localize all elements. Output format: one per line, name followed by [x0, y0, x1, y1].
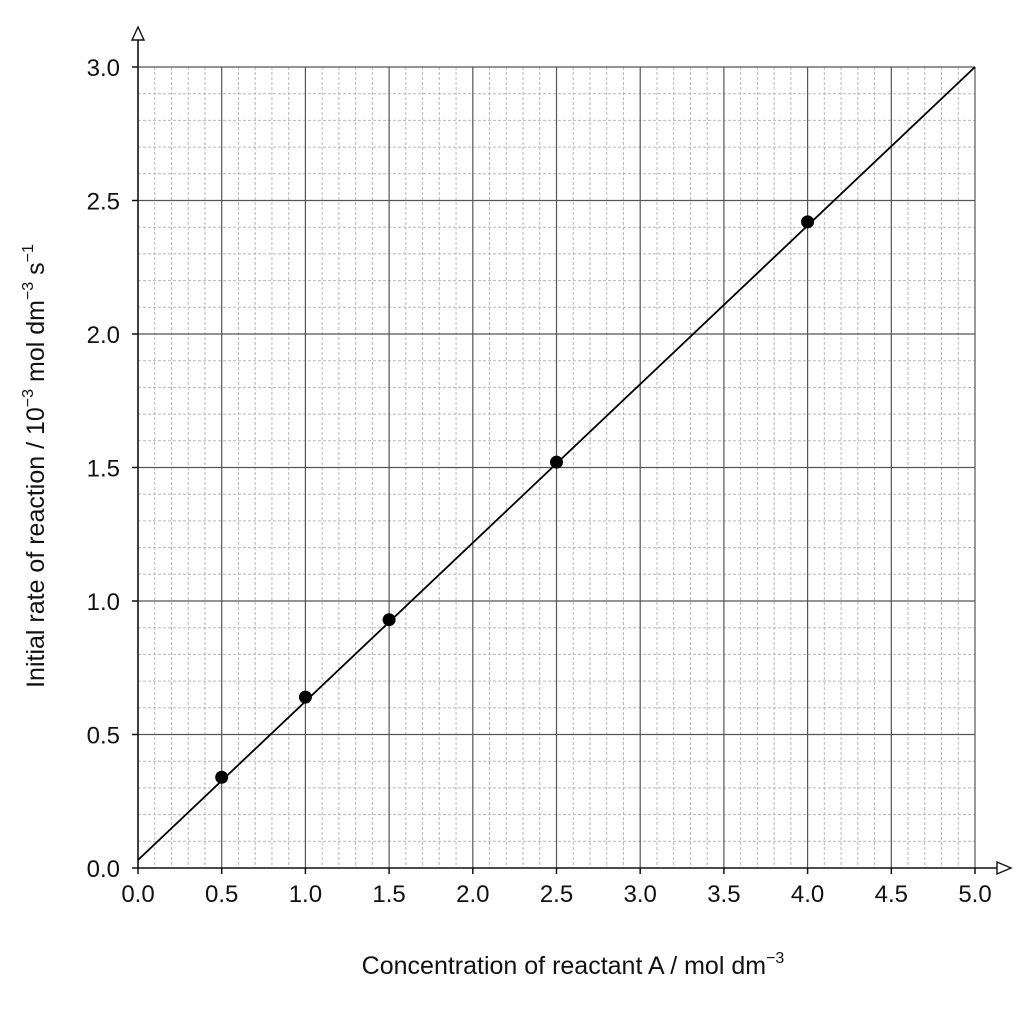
x-tick-label: 3.0	[624, 881, 657, 908]
y-tick-label: 1.5	[87, 456, 120, 483]
x-axis-title-text: Concentration of reactant A / mol dm	[362, 952, 766, 980]
y-axis-title-sup: −3	[20, 389, 37, 407]
y-tick-labels: 0.0 0.5 1.0 1.5 2.0 2.5 3.0	[87, 55, 120, 883]
axes	[130, 25, 1013, 876]
y-axis-title-sup: −1	[20, 244, 37, 262]
x-tick-label: 2.5	[540, 881, 573, 908]
major-grid	[138, 66, 976, 868]
y-tick-label: 0.5	[87, 723, 120, 750]
x-tick-label: 5.0	[958, 881, 991, 908]
y-tick-label: 2.0	[87, 322, 120, 349]
data-point	[298, 690, 312, 704]
x-tick-label: 1.0	[289, 881, 322, 908]
data-point	[550, 455, 563, 469]
y-tick-label: 1.0	[87, 589, 120, 616]
x-tick-label: 1.5	[372, 881, 405, 908]
x-axis-arrow	[996, 860, 1013, 876]
x-tick-labels: 0.0 0.5 1.0 1.5 2.0 2.5 3.0 3.5 4.0 4.5 5.0	[121, 881, 991, 908]
y-axis-arrow	[130, 25, 146, 41]
data-point	[382, 613, 396, 627]
y-tick-label: 3.0	[87, 55, 120, 82]
y-axis-title-text: Initial rate of reaction / 10	[22, 407, 50, 688]
x-tick-label: 4.0	[791, 881, 824, 908]
x-tick-label: 3.5	[707, 881, 740, 908]
x-axis-title: Concentration of reactant A / mol dm−3	[362, 950, 785, 980]
data-point	[801, 215, 815, 229]
y-axis-title-sup: −3	[20, 282, 37, 300]
x-tick-label: 0.5	[205, 881, 238, 908]
data-points	[215, 215, 815, 784]
y-tick-label: 2.5	[87, 189, 120, 216]
y-axis-title-text: s	[22, 262, 50, 281]
y-axis-title: Initial rate of reaction / 10−3 mol dm−3…	[20, 244, 50, 688]
x-tick-label: 0.0	[121, 881, 154, 908]
y-axis-title-text: mol dm	[22, 300, 50, 389]
x-tick-label: 4.5	[875, 881, 908, 908]
y-tick-label: 0.0	[87, 856, 120, 883]
data-point	[215, 770, 229, 784]
x-axis-title-sup: −3	[766, 950, 784, 967]
x-tick-label: 2.0	[456, 881, 489, 908]
